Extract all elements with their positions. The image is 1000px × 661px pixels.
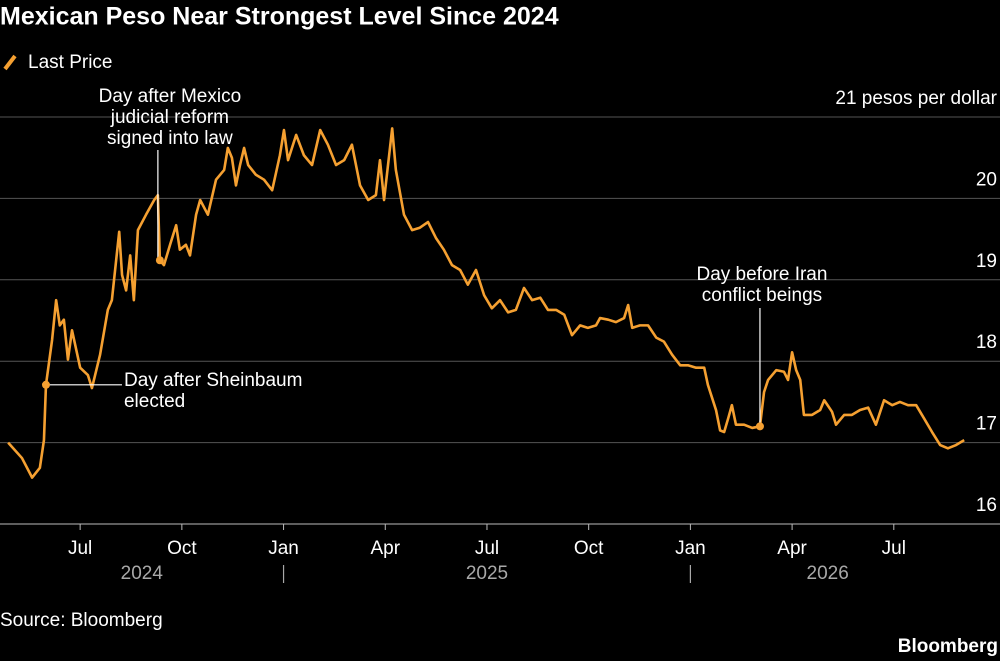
annotation-point xyxy=(41,380,50,389)
price-line xyxy=(7,127,965,479)
source: Source: Bloomberg xyxy=(0,610,163,631)
annotation-text: judicial reform xyxy=(110,107,229,128)
brand: Bloomberg xyxy=(898,636,998,657)
legend-swatch xyxy=(3,54,17,71)
x-tick-label: Apr xyxy=(370,538,400,559)
annotation-text: Day after Sheinbaum xyxy=(124,370,302,391)
annotation-text: signed into law xyxy=(107,128,233,149)
annotation-point xyxy=(755,422,764,431)
annotation-text: Day before Iran xyxy=(696,264,827,285)
year-label: 2025 xyxy=(466,563,508,584)
x-tick-label: Jul xyxy=(68,538,92,559)
x-tick-label: Jul xyxy=(882,538,906,559)
annotation-text: elected xyxy=(124,391,185,412)
x-tick-label: Jul xyxy=(475,538,499,559)
annotation-text: Day after Mexico xyxy=(99,86,242,107)
legend-label: Last Price xyxy=(28,52,112,73)
x-tick-label: Apr xyxy=(777,538,807,559)
year-label: 2026 xyxy=(807,563,849,584)
x-tick-label: Oct xyxy=(574,538,604,559)
annotation-text: conflict beings xyxy=(702,285,822,306)
y-tick-label: 21 pesos per dollar xyxy=(835,88,997,109)
x-tick-label: Jan xyxy=(268,538,299,559)
annotation-point xyxy=(155,256,164,265)
year-label: 2024 xyxy=(121,563,164,584)
y-tick-label: 16 xyxy=(976,495,997,516)
y-tick-label: 17 xyxy=(976,414,997,435)
chart-title: Mexican Peso Near Strongest Level Since … xyxy=(0,3,559,31)
y-tick-label: 19 xyxy=(976,251,997,272)
x-tick-label: Oct xyxy=(167,538,197,559)
y-tick-label: 18 xyxy=(976,332,997,353)
x-tick-label: Jan xyxy=(675,538,706,559)
y-tick-label: 20 xyxy=(976,169,997,190)
